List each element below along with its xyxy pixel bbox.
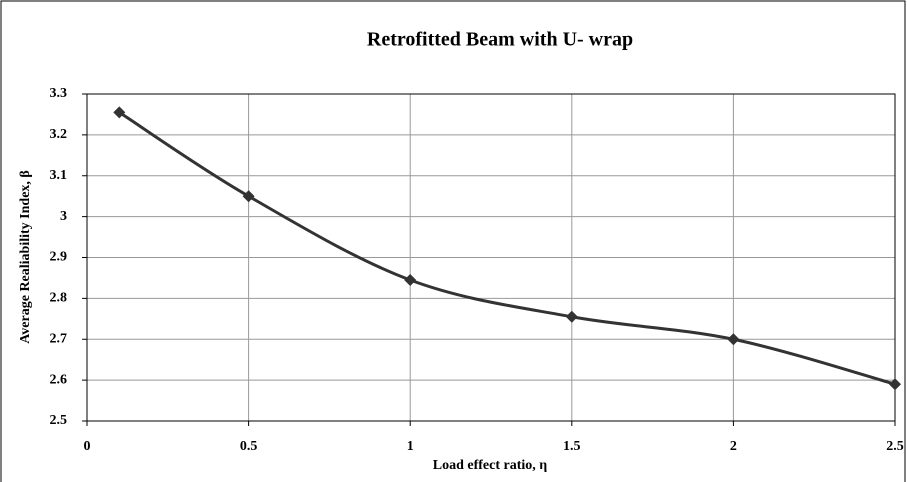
marker [113, 106, 126, 119]
series-line [118, 111, 896, 386]
x-tick-label: 0 [84, 439, 91, 454]
marker [404, 273, 417, 286]
marker [242, 190, 255, 203]
y-axis-label: Average Realiability Index, β [18, 170, 33, 344]
y-tick-label: 2.7 [50, 331, 68, 346]
x-tick-label: 1.5 [563, 439, 581, 454]
y-tick-label: 3.3 [50, 86, 68, 101]
y-tick-label: 3.2 [50, 127, 68, 142]
x-axis-label: Load effect ratio, η [433, 458, 548, 473]
x-tick-label: 0.5 [240, 439, 258, 454]
y-tick-label: 2.9 [50, 250, 68, 265]
x-tick-label: 1 [407, 439, 414, 454]
plot-border [86, 93, 896, 422]
marker [727, 333, 740, 346]
y-tick-label: 3.1 [50, 168, 68, 183]
y-tick-label: 2.5 [50, 413, 68, 428]
x-tick-label: 2 [730, 439, 737, 454]
y-tick-label: 3 [60, 209, 67, 224]
x-tick-label: 2.5 [886, 439, 904, 454]
marker [889, 378, 901, 391]
y-tick-label: 2.6 [50, 372, 68, 387]
marker [565, 310, 578, 323]
y-tick-label: 2.8 [50, 291, 68, 306]
chart-title: Retrofitted Beam with U- wrap [367, 29, 633, 51]
